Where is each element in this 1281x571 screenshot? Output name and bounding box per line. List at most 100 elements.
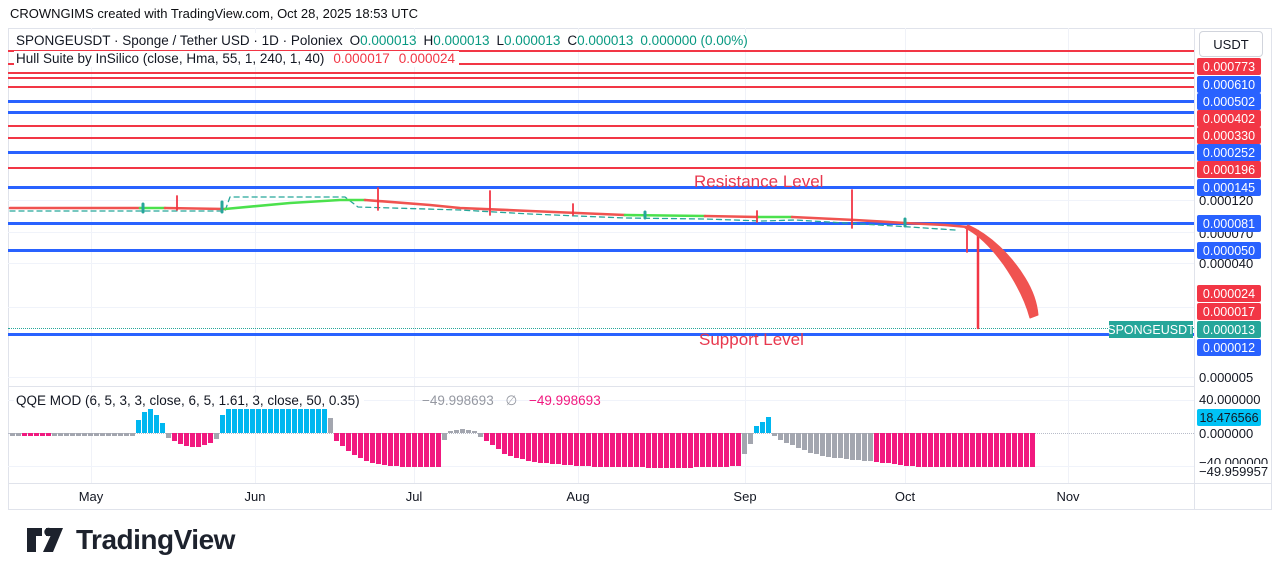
qqe-bar [406, 433, 411, 467]
qqe-bar [502, 433, 507, 454]
support-line[interactable] [8, 186, 1194, 189]
time-axis-label: Jun [244, 489, 266, 504]
qqe-bar [580, 433, 585, 466]
pane-separator[interactable] [8, 386, 1194, 387]
price-label-pill: 0.000330 [1197, 127, 1261, 144]
qqe-bar [616, 433, 621, 468]
qqe-bar [574, 433, 579, 466]
support-line[interactable] [8, 111, 1194, 114]
qqe-bar [94, 433, 99, 437]
resistance-line[interactable] [8, 86, 1194, 88]
qqe-bar [964, 433, 969, 468]
price-label-pill: 0.000145 [1197, 179, 1261, 196]
qqe-bar [670, 433, 675, 469]
qqe-bar [124, 433, 129, 437]
qqe-bar [130, 433, 135, 437]
resistance-line[interactable] [8, 125, 1194, 127]
qqe-bar [634, 433, 639, 468]
tradingview-logo-icon [27, 527, 63, 552]
qqe-bar [262, 400, 267, 433]
qqe-bar [946, 433, 951, 468]
qqe-bar [292, 401, 297, 433]
resistance-line[interactable] [8, 167, 1194, 169]
qqe-bar [910, 433, 915, 466]
price-label-pill: 0.000610 [1197, 76, 1261, 93]
qqe-bar [142, 411, 147, 433]
tradingview-logo[interactable]: TradingView [26, 524, 235, 556]
qqe-bar [82, 433, 87, 437]
resistance-line[interactable] [8, 137, 1194, 139]
qqe-bar [676, 433, 681, 469]
qqe-bar [844, 433, 849, 460]
qqe-bar [544, 433, 549, 464]
resistance-level-label[interactable]: Resistance Level [694, 172, 824, 191]
qqe-bar [274, 400, 279, 433]
qqe-bar [706, 433, 711, 468]
usdt-currency-button[interactable]: USDT [1199, 31, 1263, 57]
qqe-bar [526, 433, 531, 461]
qqe-bar [208, 433, 213, 443]
support-line[interactable] [8, 249, 1194, 252]
qqe-bar [778, 433, 783, 440]
qqe-bar [268, 400, 273, 433]
qqe-bar [562, 433, 567, 465]
price-label-pill: 0.000081 [1197, 215, 1261, 232]
price-label-pill: 0.000012 [1197, 339, 1261, 356]
qqe-bar [988, 433, 993, 468]
symbol-title: SPONGEUSDT · Sponge / Tether USD · 1D · … [16, 33, 343, 48]
qqe-bar [874, 433, 879, 462]
symbol-price-marker[interactable]: SPONGEUSDT [1107, 321, 1195, 338]
qqe-bar [622, 433, 627, 468]
qqe-bar [1024, 433, 1029, 467]
qqe-bar [694, 433, 699, 468]
resistance-line[interactable] [8, 72, 1194, 74]
support-line[interactable] [8, 222, 1194, 225]
qqe-bar [238, 400, 243, 433]
resistance-line[interactable] [8, 63, 1194, 65]
qqe-bar [64, 433, 69, 437]
qqe-bar [610, 433, 615, 467]
hull-value-1: 0.000017 [333, 51, 390, 66]
chart-frame[interactable] [8, 28, 1272, 510]
qqe-bar [436, 433, 441, 468]
qqe-bar [160, 423, 165, 433]
qqe-bar [826, 433, 831, 457]
qqe-bar [52, 433, 57, 437]
price-tick: 0.000120 [1199, 193, 1254, 208]
change-value: 0.000000 (0.00%) [640, 33, 748, 48]
qqe-bar [478, 433, 483, 438]
qqe-bar [628, 433, 633, 468]
support-line[interactable] [8, 100, 1194, 103]
legend-qqe[interactable]: QQE MOD (6, 5, 3, 3, close, 6, 5, 1.61, … [14, 393, 364, 409]
resistance-line[interactable] [8, 50, 1194, 52]
qqe-bar [226, 406, 231, 433]
legend-main[interactable]: SPONGEUSDT · Sponge / Tether USD · 1D · … [14, 33, 752, 49]
grid-hline [8, 307, 1194, 308]
qqe-bar [178, 433, 183, 445]
qqe-bar [172, 433, 177, 442]
legend-hull[interactable]: Hull Suite by InSilico (close, Hma, 55, … [14, 51, 460, 67]
qqe-bar [928, 433, 933, 467]
price-label-pill: 0.000252 [1197, 144, 1261, 161]
qqe-value-pink: −49.998693 [529, 393, 601, 408]
qqe-bar [508, 433, 513, 456]
qqe-bar [76, 433, 81, 437]
ohlc-values: O0.000013 H0.000013 L0.000013 C0.000013 [343, 33, 634, 48]
qqe-bar [382, 433, 387, 465]
support-level-label[interactable]: Support Level [699, 330, 804, 349]
time-axis-separator [8, 483, 1272, 484]
qqe-bar [448, 430, 453, 433]
support-line[interactable] [8, 333, 1194, 336]
qqe-bar [466, 429, 471, 433]
qqe-bar [280, 401, 285, 433]
price-label-pill: 0.000402 [1197, 110, 1261, 127]
qqe-values: −49.998693 ∅ −49.998693 [420, 393, 605, 409]
qqe-bar [400, 433, 405, 467]
support-line[interactable] [8, 151, 1194, 154]
hull-value-2: 0.000024 [398, 51, 456, 66]
ohlc-key: C [567, 33, 578, 48]
qqe-bar [148, 403, 153, 433]
qqe-bar [868, 433, 873, 461]
resistance-line[interactable] [8, 77, 1194, 79]
ohlc-value: 0.000013 [360, 33, 417, 48]
